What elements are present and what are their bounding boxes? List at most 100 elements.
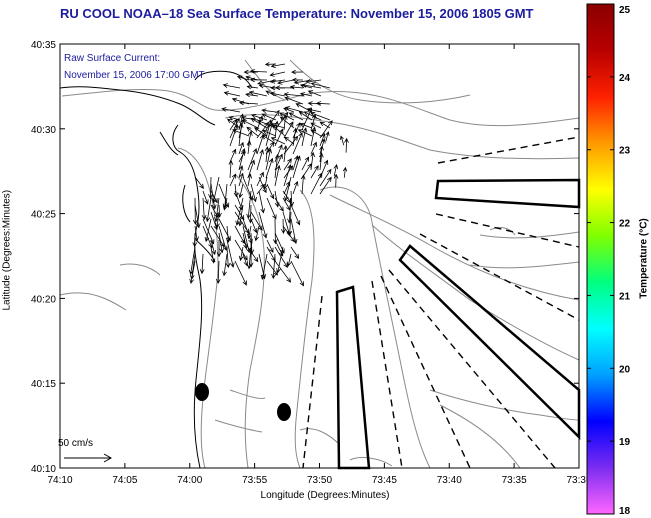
current-vector [263,176,268,190]
current-vector [344,137,349,153]
current-vector [333,173,339,188]
longitude-tick-label: 73:45 [372,475,397,486]
current-vector [283,164,292,187]
latitude-tick-label: 40:25 [31,210,56,221]
longitude-tick-label: 73:35 [502,475,527,486]
current-vector [199,253,205,275]
current-vector [282,225,296,243]
latitude-tick-label: 40:35 [31,40,56,51]
current-vector [238,246,244,262]
current-vector [290,246,300,260]
current-vector [214,197,220,223]
current-vector [226,239,235,268]
current-vector [225,246,231,269]
current-vector [318,152,324,171]
current-vector [265,109,280,131]
current-vector [218,183,230,208]
current-vector [292,155,299,171]
current-vector [245,92,259,98]
current-vector [254,225,260,242]
current-vector [205,197,212,223]
current-vector [192,197,198,225]
current-vector [247,130,253,147]
current-vector [299,122,313,129]
current-vector [258,190,266,214]
current-vector [238,118,245,139]
site-markers [195,383,291,421]
current-vector [246,84,259,90]
current-vector [246,126,259,137]
current-vector [270,63,286,69]
current-vector [319,121,331,129]
current-vector [250,211,263,231]
current-vector [288,112,304,121]
current-vector [222,253,228,277]
current-vector [292,180,299,195]
current-vector [223,91,241,97]
current-vector [310,141,317,155]
coastline [59,70,253,469]
current-vector [247,173,252,187]
current-vector [319,168,332,187]
current-vector [291,77,304,83]
current-vector [292,155,301,179]
colorbar-tick-label: 20 [619,364,631,375]
current-vector [201,197,207,221]
longitude-tick-label: 73:40 [437,475,462,486]
current-vector [248,90,268,97]
current-vector [310,81,331,89]
current-vector [319,120,333,139]
current-vector [283,144,288,163]
current-vector [222,197,228,211]
current-vector [284,106,304,113]
current-vector [292,132,303,155]
current-vector [277,79,295,85]
current-vector [340,135,345,146]
current-vector [238,172,244,187]
current-vector [247,225,252,240]
scale-arrow [64,453,113,463]
current-vector [218,218,231,242]
current-vector [309,111,331,121]
current-vector [266,183,275,200]
current-vector [229,117,240,139]
current-vector [208,176,213,200]
latitude-tick-label: 40:15 [31,379,56,390]
bathymetry-contours [59,59,580,469]
current-vector [292,127,298,147]
current-vector [282,114,288,131]
current-vector [243,69,259,75]
figure-title: RU COOL NOAA–18 Sea Surface Temperature:… [60,6,534,21]
current-vector [283,135,299,155]
current-vector [216,239,222,258]
current-vector [272,218,278,245]
current-vector [301,156,310,171]
colorbar [586,3,615,515]
current-vector [256,149,264,171]
current-vector [283,121,294,139]
current-vector [228,159,234,179]
y-axis-title: Latitude (Degrees:Minutes) [1,189,13,311]
current-vector [189,260,196,285]
current-vector [194,225,199,242]
current-vector [247,148,258,171]
current-vector [266,239,274,254]
current-vector [222,83,241,89]
current-vector [242,253,249,267]
current-vector [210,225,225,248]
restricted-areas [335,178,581,470]
current-vector [256,134,265,155]
current-vector [210,183,217,210]
current-vector [264,146,270,163]
current-vector [291,69,304,75]
current-vector [266,260,279,276]
current-vector [274,197,284,212]
current-vector [310,126,317,147]
current-vector [261,108,277,114]
current-vector [256,115,264,131]
current-vector [202,190,209,205]
current-vector [217,204,222,218]
latitude-ticks: 40:35 40:30 40:25 40:20 40:15 40:10 [31,40,579,475]
current-vector [229,124,239,147]
